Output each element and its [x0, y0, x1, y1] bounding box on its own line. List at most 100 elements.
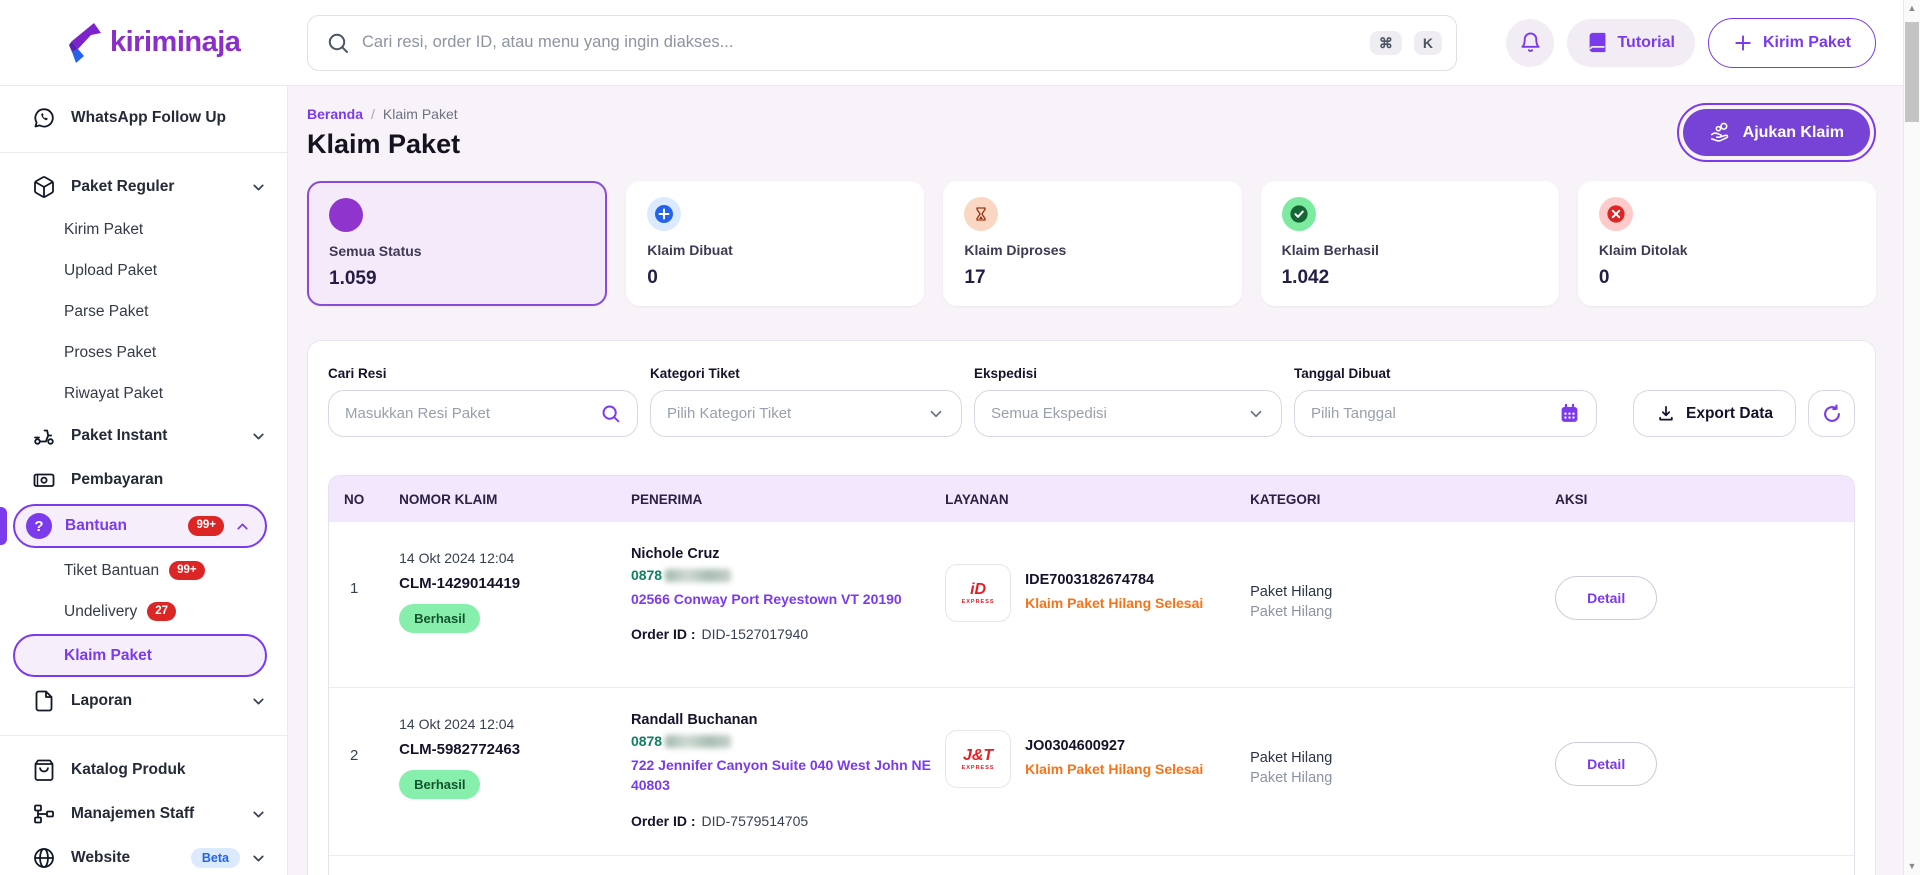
recipient-name: Randall Buchanan — [630, 712, 758, 728]
ekspedisi-label: Ekspedisi — [974, 366, 1038, 381]
card-label: Semua Status — [329, 243, 422, 259]
cari-resi-field[interactable] — [328, 390, 638, 437]
question-circle-icon: ? — [26, 513, 52, 539]
sidebar-item-label: Klaim Paket — [64, 646, 152, 664]
refresh-button[interactable] — [1808, 390, 1855, 437]
card-semua-status[interactable]: Semua Status 1.059 — [307, 181, 608, 306]
sidebar-item-proses-paket[interactable]: Proses Paket — [0, 332, 287, 373]
sidebar-item-label: Upload Paket — [64, 261, 158, 279]
refresh-icon — [1821, 403, 1843, 425]
chevron-up-icon — [234, 518, 251, 535]
topbar: kiriminaja ⌘ K — [0, 0, 1920, 86]
book-icon — [1587, 32, 1608, 53]
card-label: Klaim Ditolak — [1598, 242, 1688, 258]
row-number: 2 — [350, 746, 359, 764]
sidebar-item-katalog-produk[interactable]: Katalog Produk — [0, 748, 287, 792]
detail-button[interactable]: Detail — [1555, 742, 1658, 786]
sidebar-item-pembayaran[interactable]: Pembayaran — [0, 458, 287, 502]
sidebar-item-paket-reguler[interactable]: Paket Reguler — [0, 165, 287, 209]
breadcrumb-home-link[interactable]: Beranda — [307, 105, 364, 122]
table-row: 1 14 Okt 2024 12:04 CLM-1429014419 Berha… — [329, 522, 1854, 688]
status-cards: Semua Status 1.059 Klaim Dibuat 0 Klaim … — [307, 181, 1877, 306]
ekspedisi-select[interactable]: Semua Ekspedisi — [974, 390, 1282, 437]
recipient-address[interactable]: 02566 Conway Port Reyestown VT 20190 — [630, 591, 902, 607]
sidebar-item-parse-paket[interactable]: Parse Paket — [0, 291, 287, 332]
courier-logo-subtext: EXPRESS — [961, 598, 995, 605]
card-value: 1.059 — [329, 268, 377, 289]
export-data-button[interactable]: Export Data — [1633, 390, 1796, 437]
courier-logo-jnt-express: J&T EXPRESS — [945, 730, 1012, 788]
recipient-address[interactable]: 722 Jennifer Canyon Suite 040 West John … — [630, 757, 931, 794]
sidebar-item-label: WhatsApp Follow Up — [71, 109, 226, 126]
status-badge: Berhasil — [399, 770, 481, 799]
sidebar-item-tiket-bantuan[interactable]: Tiket Bantuan 99+ — [0, 550, 287, 591]
sidebar-item-bantuan[interactable]: ? Bantuan 99+ — [13, 504, 267, 548]
scrollbar-up-arrow[interactable]: ▲ — [1907, 3, 1917, 13]
order-id-label: Order ID : — [630, 812, 696, 829]
app-logo[interactable]: kiriminaja — [64, 22, 307, 64]
sidebar-item-undelivery[interactable]: Undelivery 27 — [0, 591, 287, 632]
claim-date: 14 Okt 2024 12:04 — [399, 716, 515, 732]
row-number: 1 — [350, 580, 359, 597]
shopping-bag-icon — [32, 758, 56, 782]
sidebar-item-paket-instant[interactable]: Paket Instant — [0, 414, 287, 458]
card-label: Klaim Dibuat — [647, 242, 733, 258]
tanggal-dibuat-label: Tanggal Dibuat — [1294, 366, 1391, 381]
banknote-icon — [32, 468, 56, 492]
tanggal-dibuat-datepicker[interactable]: Pilih Tanggal — [1294, 390, 1597, 437]
detail-button[interactable]: Detail — [1555, 576, 1658, 620]
cari-resi-input[interactable] — [345, 405, 600, 422]
card-klaim-ditolak[interactable]: Klaim Ditolak 0 — [1577, 181, 1877, 306]
scrollbar-down-arrow[interactable]: ▼ — [1907, 861, 1917, 871]
chevron-down-icon — [250, 179, 267, 196]
sidebar-item-riwayat-paket[interactable]: Riwayat Paket — [0, 373, 287, 414]
sidebar-item-label: Paket Reguler — [71, 178, 175, 195]
card-klaim-dibuat[interactable]: Klaim Dibuat 0 — [626, 181, 925, 306]
sidebar-item-upload-paket[interactable]: Upload Paket — [0, 250, 287, 291]
tanggal-dibuat-placeholder: Pilih Tanggal — [1311, 405, 1396, 422]
sidebar-item-kirim-paket[interactable]: Kirim Paket — [0, 209, 287, 250]
sidebar-item-klaim-paket[interactable]: Klaim Paket — [13, 634, 267, 677]
table-row: 09 Okt 2024 10:16 Bethany Ramirez — [329, 856, 1854, 875]
global-search[interactable]: ⌘ K — [307, 14, 1457, 71]
claim-number: CLM-1429014419 — [399, 575, 521, 592]
sidebar-item-laporan[interactable]: Laporan — [0, 679, 287, 723]
card-klaim-berhasil[interactable]: Klaim Berhasil 1.042 — [1260, 181, 1559, 306]
sidebar-item-manajemen-staff[interactable]: Manajemen Staff — [0, 792, 287, 836]
courier-logo-id-express: iD EXPRESS — [945, 564, 1012, 622]
col-layanan: LAYANAN — [945, 491, 1009, 507]
scooter-icon — [32, 424, 56, 448]
claim-status-text: Klaim Paket Hilang Selesai — [1025, 761, 1204, 777]
sidebar-item-label: Kirim Paket — [64, 220, 144, 238]
redacted-phone — [665, 734, 732, 748]
main-content: Beranda / Klaim Paket Klaim Paket Aju — [288, 86, 1920, 875]
col-kategori: KATEGORI — [1250, 491, 1321, 507]
sidebar-item-label: Paket Instant — [71, 427, 168, 444]
redacted-phone — [665, 568, 732, 582]
calendar-icon — [1559, 403, 1580, 424]
awb-number: JO0304600927 — [1025, 738, 1126, 754]
sidebar-item-website[interactable]: Website Beta — [0, 836, 287, 875]
hand-coins-icon — [1709, 122, 1732, 143]
page-scrollbar[interactable]: ▲ ▼ — [1903, 0, 1920, 875]
sidebar-divider — [0, 152, 287, 153]
category-main: Paket Hilang — [1250, 750, 1333, 766]
col-aksi: AKSI — [1555, 491, 1588, 507]
topbar-actions: Tutorial Kirim Paket — [1506, 17, 1876, 68]
document-icon — [32, 689, 56, 713]
awb-number: IDE7003182674784 — [1025, 572, 1155, 588]
search-input[interactable] — [362, 33, 1358, 52]
kirim-paket-label: Kirim Paket — [1762, 33, 1851, 51]
sidebar-item-whatsapp-follow-up[interactable]: WhatsApp Follow Up — [0, 96, 287, 140]
recipient-name: Nichole Cruz — [630, 546, 720, 562]
ajukan-klaim-button[interactable]: Ajukan Klaim — [1682, 109, 1870, 156]
sidebar-item-label: Bantuan — [65, 517, 127, 534]
kbd-k: K — [1413, 30, 1442, 55]
tutorial-button[interactable]: Tutorial — [1567, 18, 1695, 67]
sidebar-item-label: Proses Paket — [64, 343, 157, 361]
notifications-button[interactable] — [1506, 18, 1555, 67]
scrollbar-thumb[interactable] — [1905, 22, 1919, 122]
kategori-tiket-select[interactable]: Pilih Kategori Tiket — [650, 390, 962, 437]
kirim-paket-button[interactable]: Kirim Paket — [1707, 17, 1876, 68]
card-klaim-diproses[interactable]: Klaim Diproses 17 — [943, 181, 1242, 306]
